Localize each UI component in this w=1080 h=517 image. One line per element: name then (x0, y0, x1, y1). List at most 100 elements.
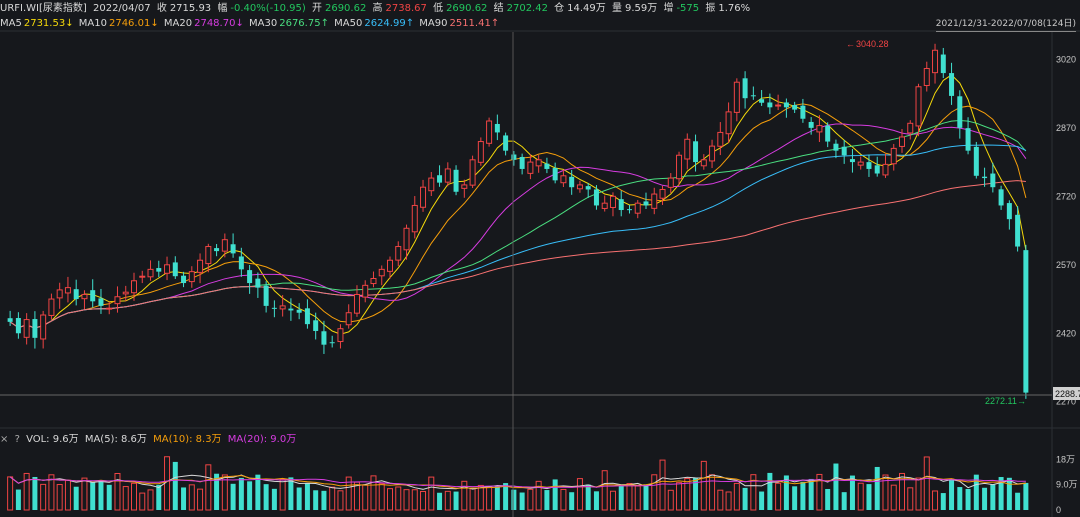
volume-bar (238, 477, 244, 510)
volume-bar (725, 491, 732, 511)
date-range-label[interactable]: 2021/12/31-2022/07/08(124日) (935, 17, 1076, 32)
volume-bar (923, 456, 930, 511)
vol-ma20: MA(20): 9.0万 (227, 434, 297, 445)
volume-bar (742, 487, 748, 510)
volume-tick-label: 18万 (1056, 454, 1075, 464)
candle-body (717, 131, 724, 147)
ma-line (9, 123, 1027, 329)
volume-bar (767, 472, 773, 510)
high-label: 高 (372, 3, 383, 14)
candle-body (759, 99, 765, 103)
close-icon[interactable]: × (0, 434, 9, 445)
price-tick-label: 2270 (1056, 397, 1076, 407)
candle-body (857, 161, 864, 166)
candle-body (156, 268, 162, 272)
ma10-label: MA10 (78, 18, 107, 29)
candle-body (403, 227, 410, 251)
candle-body (684, 138, 691, 160)
price-tick-label: 3020 (1056, 54, 1076, 64)
volume-bar (535, 480, 542, 511)
volume-bar (783, 475, 789, 510)
ma-line (9, 180, 1026, 329)
candle-body (345, 312, 352, 326)
volume-bar (40, 483, 47, 511)
candle-body (1006, 203, 1012, 220)
volume-bar (808, 478, 814, 510)
oi-label: 仓 (554, 3, 565, 14)
candle-body (247, 270, 253, 284)
volume-bar (221, 474, 228, 511)
candle-body (453, 169, 459, 192)
candle-body (792, 105, 798, 110)
candle-body (923, 68, 930, 86)
candle-body (321, 331, 327, 345)
candle-body (503, 135, 509, 151)
high-annotation: ← 3040.28 (846, 39, 889, 49)
candle-body (288, 308, 294, 311)
volume-bar (181, 487, 187, 510)
volume-bar (437, 492, 443, 510)
candle-body (767, 102, 773, 108)
candle-body (221, 239, 228, 252)
volume-bar (147, 489, 154, 511)
help-icon[interactable]: ? (14, 434, 20, 445)
volume-bar (90, 482, 96, 510)
volume-tick-label: 9.0万 (1056, 480, 1078, 490)
candle-body (32, 319, 38, 338)
candle-body (139, 275, 146, 278)
volume-bar (700, 460, 707, 511)
incr-value: -575 (676, 3, 700, 14)
symbol-name[interactable]: URFI.WI[尿素指数] (0, 3, 87, 14)
candle-body (214, 248, 220, 252)
candle-body (990, 173, 996, 188)
settle-value: 2702.42 (506, 3, 548, 14)
candle-body (560, 175, 567, 184)
volume-bar (378, 483, 385, 511)
volume-bar (857, 482, 864, 511)
volume-bar (676, 482, 683, 511)
volume-bar (403, 489, 410, 511)
volume-bar (890, 484, 897, 511)
candle-body (437, 175, 443, 183)
volume-bar (81, 477, 88, 511)
ma-line (9, 74, 1027, 335)
candle-body (511, 154, 517, 160)
ma20-label: MA20 (163, 18, 193, 29)
candle-body (841, 146, 847, 156)
moving-average-lines (9, 74, 1027, 335)
candle-body (444, 168, 451, 183)
volume-bar (866, 484, 872, 510)
candle-body (395, 246, 402, 261)
volume-bar (444, 490, 451, 511)
candle-body (131, 280, 137, 294)
volume-bar (370, 475, 377, 511)
low-annotation: 2272.11 → (985, 396, 1026, 406)
volume-bar (792, 486, 798, 510)
candle-body (569, 176, 575, 188)
candle-body (263, 285, 269, 306)
candle-body (378, 268, 385, 277)
volume-bar (544, 490, 550, 510)
volume-bar (775, 482, 782, 511)
candle-body (64, 287, 71, 294)
volume-bar (998, 477, 1004, 510)
candle-body (899, 136, 905, 147)
volume-bar (849, 475, 855, 510)
volume-bar (205, 464, 212, 511)
low-label: 低 (433, 3, 444, 14)
volume-bar (626, 483, 633, 511)
candle-body (188, 271, 195, 283)
candle-body (98, 298, 104, 306)
volume-bar (172, 461, 178, 510)
quote-info-bar: URFI.WI[尿素指数] 2022/04/07 收 2715.93 幅 -0.40… (0, 0, 1080, 17)
volume-bar (106, 484, 112, 510)
candle-body (667, 177, 674, 188)
volume-bar (304, 482, 310, 510)
candle-body (181, 275, 187, 284)
candle-body (816, 125, 823, 133)
volume-bar (296, 487, 302, 510)
volume-bar (503, 483, 509, 510)
candle-body (114, 296, 121, 305)
volume-bar (122, 486, 129, 511)
